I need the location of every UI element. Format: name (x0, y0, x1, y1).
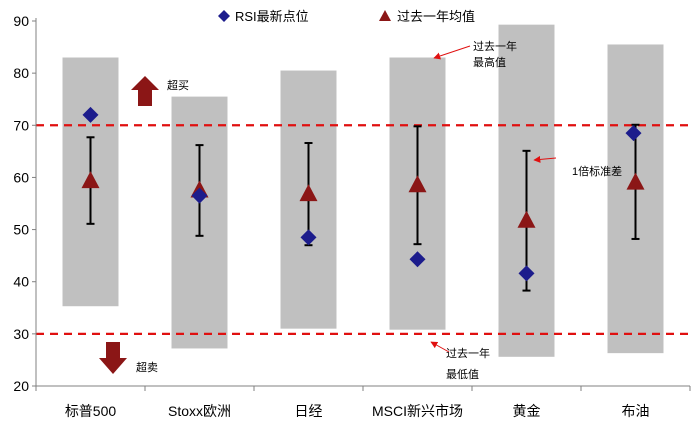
rsi-marker (191, 187, 208, 204)
std-annotation-label: 1倍标准差 (572, 164, 622, 178)
axes: 20 30 40 50 60 70 80 90 标普500 Stoxx欧洲 日经 MSCI新兴市场 黄金… (13, 13, 691, 419)
legend-avg-label: 过去一年均值 (397, 9, 475, 24)
low-callout-arrow (430, 341, 450, 353)
y-tick-label: 40 (13, 274, 29, 290)
down-arrow-icon (99, 342, 127, 374)
legend-rsi-marker (218, 10, 230, 22)
rsi-marker (409, 251, 426, 268)
rsi-marker (518, 265, 535, 282)
markers (81, 106, 645, 282)
legend-avg-marker (379, 10, 391, 21)
high-annotation-line1: 过去一年 (473, 39, 517, 53)
std-callout-arrow (533, 155, 557, 163)
rsi-marker (82, 106, 99, 123)
y-tick-label: 70 (13, 117, 29, 133)
high-annotation-line2: 最高值 (473, 55, 506, 69)
avg-marker (299, 184, 318, 202)
rsi-marker (625, 125, 642, 142)
y-tick-label: 20 (13, 378, 29, 394)
overbought-label: 超买 (167, 78, 189, 92)
std-error-bars (86, 123, 640, 292)
y-tick-label: 30 (13, 326, 29, 342)
legend-rsi-label: RSI最新点位 (235, 9, 309, 24)
y-tick-label: 80 (13, 65, 29, 81)
rsi-marker (300, 229, 317, 246)
x-tick-label: 布油 (622, 403, 650, 419)
overbought-indicator: 超买 (131, 76, 189, 106)
threshold-lines (36, 124, 690, 335)
low-annotation-line2: 最低值 (446, 368, 479, 381)
x-tick-label: MSCI新兴市场 (372, 403, 463, 419)
low-annotation-line1: 过去一年 (446, 346, 490, 360)
x-tick-label: 黄金 (513, 403, 541, 419)
avg-marker (517, 210, 536, 228)
legend: RSI最新点位 过去一年均值 (218, 9, 475, 24)
oversold-indicator: 超卖 (99, 342, 158, 374)
x-tick-label: 日经 (295, 403, 323, 419)
avg-marker (408, 175, 427, 193)
avg-marker (626, 172, 645, 190)
high-callout-arrow (433, 45, 471, 60)
y-tick-label: 90 (13, 13, 29, 29)
avg-marker (81, 171, 100, 189)
low-annotation: 过去一年 最低值 (430, 341, 490, 381)
x-tick-label: Stoxx欧洲 (168, 403, 231, 419)
x-tick-label: 标普500 (65, 403, 117, 419)
std-annotation: 1倍标准差 (533, 155, 622, 178)
y-tick-label: 60 (13, 169, 29, 185)
y-tick-label: 50 (13, 222, 29, 238)
high-annotation: 过去一年 最高值 (433, 39, 517, 69)
range-bars (62, 24, 664, 357)
up-arrow-icon (131, 76, 159, 106)
oversold-label: 超卖 (136, 360, 158, 374)
